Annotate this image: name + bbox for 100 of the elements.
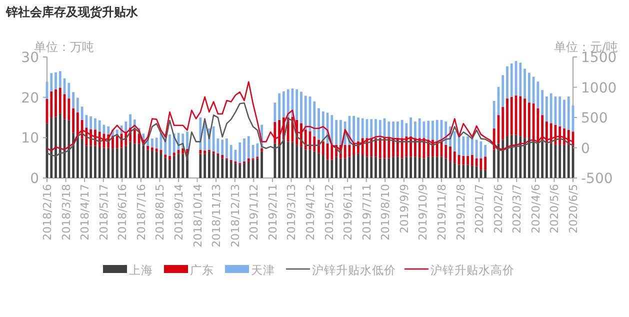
bar	[378, 120, 382, 138]
bar	[318, 153, 320, 178]
bar	[400, 158, 404, 178]
bar	[151, 147, 154, 151]
bar	[378, 158, 382, 178]
bar	[550, 143, 552, 178]
bar	[558, 144, 562, 178]
bar	[492, 150, 496, 178]
bar	[133, 144, 136, 178]
bar	[475, 166, 478, 178]
bar	[466, 156, 469, 165]
bar	[567, 96, 570, 130]
bar	[72, 108, 74, 133]
x-tick-label: 2018/10/14	[191, 184, 204, 248]
bar	[546, 96, 548, 122]
bar	[54, 116, 57, 178]
bar	[76, 112, 79, 136]
bar	[164, 158, 167, 178]
bar	[68, 98, 70, 120]
x-tick-label: 2019/10/9	[416, 184, 430, 240]
bar	[282, 140, 285, 178]
bar	[352, 155, 356, 178]
x-tick-label: 2018/2/16	[41, 184, 54, 240]
bar	[370, 119, 373, 138]
bar	[226, 138, 228, 158]
bar	[151, 138, 154, 148]
bar	[151, 150, 154, 178]
bar	[536, 140, 540, 178]
bar	[453, 163, 456, 178]
bar	[182, 154, 184, 178]
x-tick-label: 2019/5/12	[322, 184, 336, 240]
bar	[462, 136, 465, 156]
bar	[418, 157, 421, 178]
bar	[313, 101, 316, 136]
bar	[502, 140, 504, 178]
bar	[260, 148, 263, 152]
bar	[296, 89, 298, 120]
bar	[278, 120, 281, 145]
bar	[432, 120, 434, 140]
bar	[199, 154, 202, 178]
x-tick-label: 2020/5/6	[548, 184, 562, 234]
bar	[453, 131, 456, 152]
bar	[528, 102, 530, 138]
line-series	[46, 102, 574, 160]
x-tick-label: 2018/5/17	[97, 184, 110, 240]
bar	[339, 158, 342, 178]
bar	[76, 98, 79, 112]
y-tick-label: 10	[21, 130, 39, 147]
bar	[335, 120, 338, 145]
bar	[352, 116, 356, 144]
bar	[278, 144, 281, 178]
bar	[58, 88, 62, 114]
bar	[475, 140, 478, 158]
bar	[449, 146, 452, 162]
bar	[238, 142, 242, 164]
bar	[392, 156, 394, 178]
x-tick-label: 2020/1/7	[473, 184, 486, 234]
x-tick-label: 2018/7/16	[134, 184, 148, 240]
bar	[322, 155, 324, 178]
bar	[370, 156, 373, 178]
bar	[400, 120, 404, 138]
bar	[532, 103, 535, 140]
bar	[107, 148, 110, 178]
bar	[558, 96, 562, 126]
bar	[129, 142, 132, 178]
bar	[484, 144, 487, 157]
bar	[146, 146, 150, 150]
bar	[256, 143, 259, 157]
bar	[318, 108, 320, 140]
bar	[129, 114, 132, 128]
x-tick-label: 2019/8/10	[379, 184, 392, 240]
bar	[462, 156, 465, 165]
bar	[410, 156, 412, 178]
legend-label: 沪锌升贴水低价	[312, 263, 396, 277]
bar	[50, 118, 53, 178]
bar	[300, 146, 302, 178]
bar	[392, 122, 394, 138]
x-tick-label: 2018/4/17	[78, 184, 92, 240]
chart-title: 锌社会库存及现货升贴水	[5, 5, 139, 19]
bar	[90, 116, 92, 130]
bar	[524, 138, 526, 178]
bar	[168, 134, 171, 156]
bar	[226, 160, 228, 178]
bar	[550, 123, 552, 144]
y-tick-label: 0	[30, 171, 39, 187]
bar	[528, 72, 530, 103]
bar	[116, 136, 118, 148]
bar	[133, 130, 136, 144]
bar	[68, 82, 70, 99]
legend-label: 天津	[251, 263, 275, 277]
bar	[199, 150, 202, 154]
bar	[519, 136, 522, 178]
bar	[282, 91, 285, 118]
bar	[414, 122, 416, 138]
bar	[68, 120, 70, 178]
bar	[80, 138, 84, 178]
bar	[470, 138, 474, 156]
bar	[76, 136, 79, 178]
bar	[50, 91, 53, 118]
bar	[172, 156, 176, 178]
